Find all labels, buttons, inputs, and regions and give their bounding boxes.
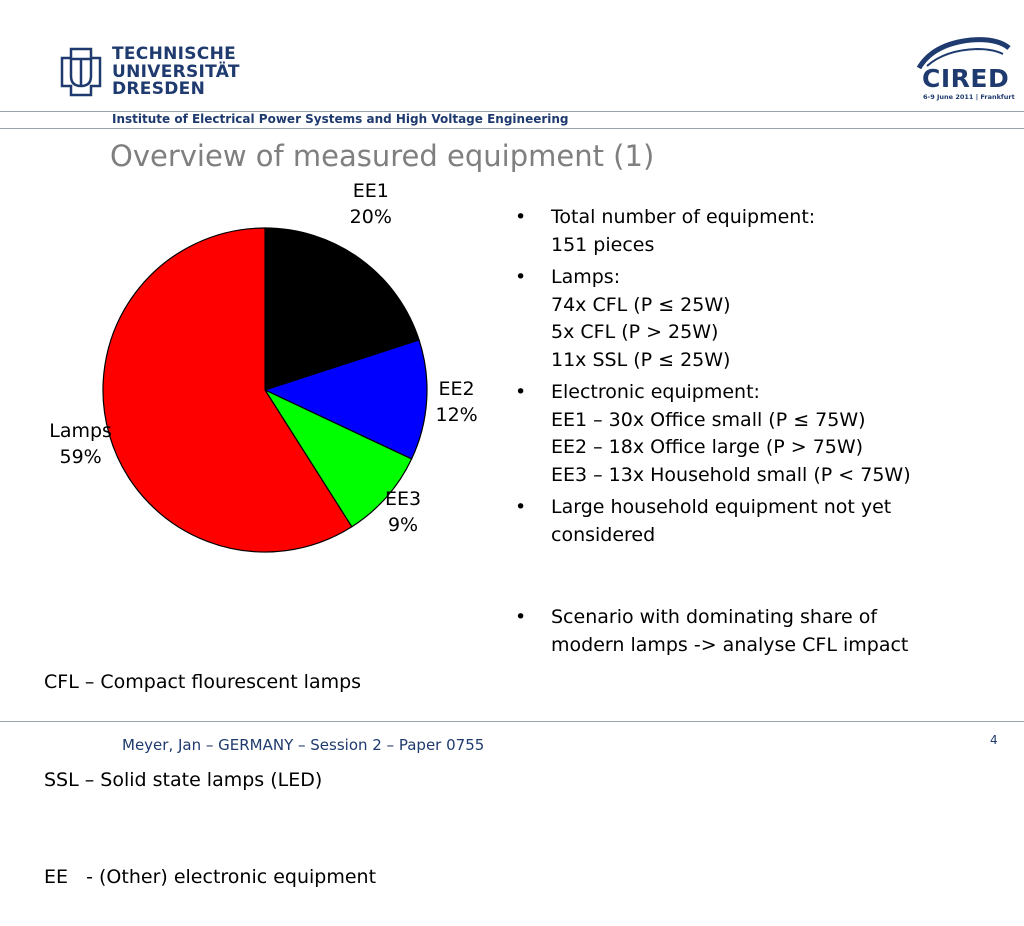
conference-date: 6-9 June 2011 | Frankfurt	[923, 93, 1015, 101]
bullet-item: Lamps: 74x CFL (P ≤ 25W) 5x CFL (P > 25W) 1…	[512, 264, 1012, 374]
institute-name: Institute of Electrical Power Systems an…	[112, 112, 569, 126]
footer-divider	[0, 721, 1024, 722]
university-logo	[60, 47, 102, 97]
pie-label-value: 20%	[349, 206, 392, 229]
bullet-line: EE3 – 13x Household small (P < 75W)	[551, 463, 911, 486]
bullet-item: Large household equipment not yet conside…	[512, 494, 1012, 549]
pie-label-name: EE1	[352, 180, 389, 203]
pie-label-ee3: EE3 9%	[363, 486, 443, 538]
header-divider-lower	[0, 128, 1024, 129]
bullet-line: 11x SSL (P ≤ 25W)	[551, 348, 731, 371]
pie-label-lamps: Lamps 59%	[41, 418, 121, 470]
university-line-3: DRESDEN	[112, 79, 206, 99]
bullet-item: Electronic equipment: EE1 – 30x Office sm…	[512, 379, 1012, 489]
university-name: TECHNISCHE UNIVERSITÄT DRESDEN	[112, 44, 240, 99]
university-line-2: UNIVERSITÄT	[112, 61, 240, 82]
bullet-line: Scenario with dominating share of	[551, 606, 878, 628]
pie-label-value: 59%	[59, 445, 102, 468]
university-line-1: TECHNISCHE	[112, 44, 237, 64]
abbreviation-cfl: CFL – Compact flourescent lamps	[44, 671, 362, 693]
bullet-line: modern lamps -> analyse CFL impact	[551, 633, 909, 656]
bullet-line: Total number of equipment:	[551, 206, 816, 228]
abbreviation-ssl: SSL – Solid state lamps (LED)	[44, 768, 323, 791]
pie-label-name: EE3	[384, 487, 422, 510]
abbreviation-list: CFL – Compact flourescent lamps SSL – So…	[44, 601, 376, 926]
pie-label-ee2: EE2 12%	[417, 376, 497, 428]
pie-slice-ee3	[263, 388, 413, 528]
pie-label-value: 9%	[387, 513, 419, 536]
bullet-line: 151 pieces	[551, 233, 655, 256]
bullet-line: EE1 – 30x Office small (P ≤ 75W)	[551, 408, 866, 431]
pie-label-name: EE2	[438, 378, 475, 401]
footer-text: Meyer, Jan – GERMANY – Session 2 – Paper…	[122, 736, 485, 754]
pie-label-name: Lamps	[49, 419, 112, 442]
pie-chart	[102, 227, 428, 553]
conference-logo-text: CIRED	[922, 64, 1010, 93]
pie-label-ee1: EE1 20%	[331, 178, 411, 230]
bullet-line: Lamps:	[551, 266, 621, 288]
pie-slice-lamps	[102, 227, 353, 553]
bullet-item: Total number of equipment: 151 pieces	[512, 204, 1012, 259]
bullet-line: 74x CFL (P ≤ 25W)	[551, 293, 731, 316]
bullet-list-secondary: Scenario with dominating share of modern…	[512, 604, 1012, 664]
slide-title: Overview of measured equipment (1)	[110, 139, 655, 173]
bullet-list: Total number of equipment: 151 pieces Lamp…	[512, 204, 1012, 554]
conference-logo	[916, 37, 1011, 70]
bullet-line: 5x CFL (P > 25W)	[551, 321, 719, 343]
pie-label-value: 12%	[435, 404, 478, 427]
page-number: 4	[990, 733, 998, 747]
header-divider	[0, 111, 1024, 112]
bullet-line: Large household equipment not yet	[551, 496, 892, 518]
bullet-line: Electronic equipment:	[551, 381, 760, 403]
bullet-item-scenario: Scenario with dominating share of modern…	[512, 604, 1012, 659]
abbreviation-ee: EE - (Other) electronic equipment	[44, 866, 377, 888]
bullet-line: EE2 – 18x Office large (P > 75W)	[551, 436, 864, 458]
bullet-line: considered	[551, 523, 656, 546]
pie-slice-ee1	[264, 227, 420, 391]
pie-slice-ee2	[263, 339, 428, 460]
